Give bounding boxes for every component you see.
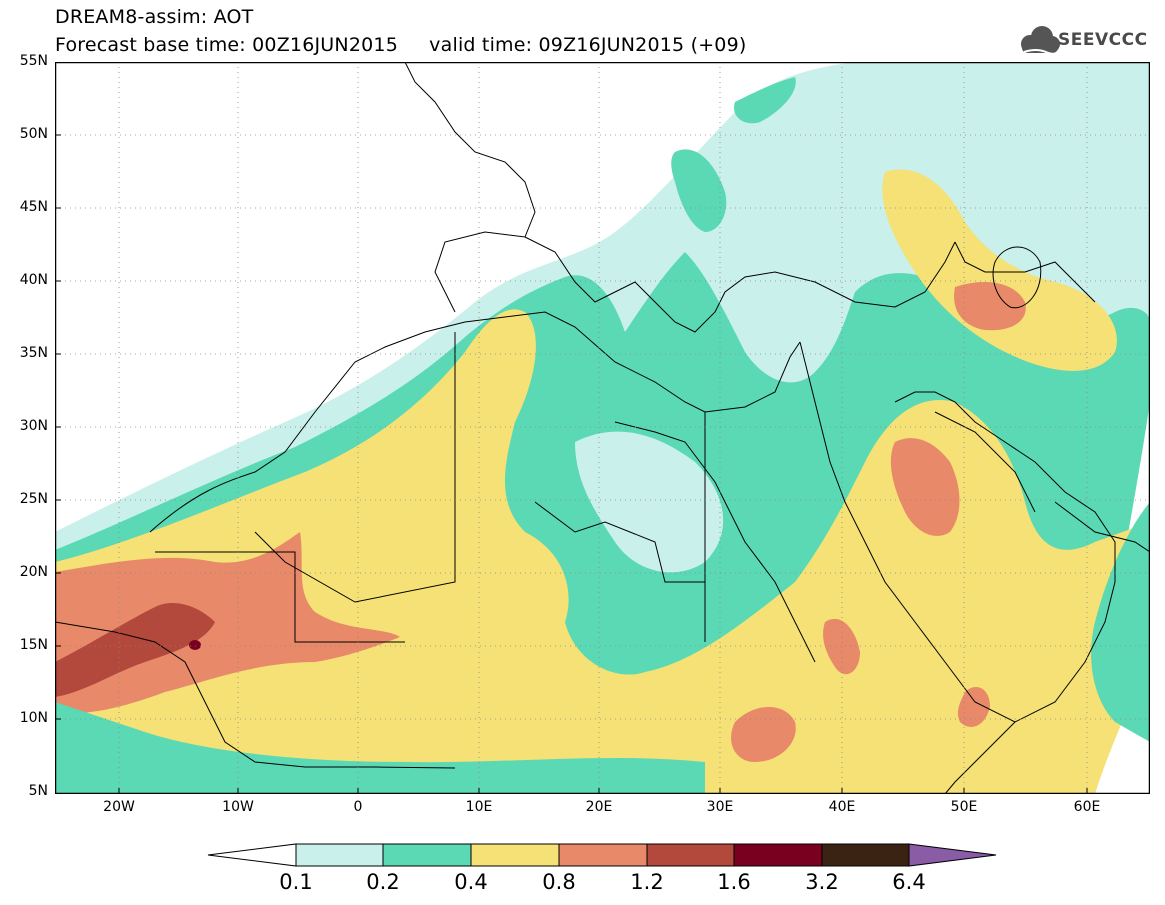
lon-label: 30E: [706, 799, 734, 815]
lat-label: 55N: [19, 53, 48, 69]
lat-label: 45N: [19, 199, 48, 215]
lat-label: 35N: [19, 345, 48, 361]
aot-contour-0.8: [957, 687, 990, 727]
colorbar-segment: [382, 843, 472, 867]
colorbar-segment: [821, 843, 910, 867]
aot-contour-0.2: [671, 149, 727, 232]
aot-contour-0.2: [1091, 502, 1150, 742]
colorbar: [207, 843, 997, 867]
colorbar-label: 6.4: [892, 870, 926, 894]
lat-label: 5N: [28, 783, 48, 799]
map-title: DREAM8-assim: AOT: [55, 6, 254, 28]
aot-contour-0.8: [55, 532, 400, 714]
aot-contour-0.4: [55, 309, 1150, 794]
aot-contour-0.8: [890, 438, 960, 536]
colorbar-segment-below: [207, 843, 297, 867]
aot-contour-0.4: [882, 169, 1117, 371]
logo-text: SEEVCCC: [1058, 30, 1148, 50]
lon-label: 0: [353, 799, 363, 815]
forecast-time-line: Forecast base time: 00Z16JUN2015 valid t…: [55, 34, 747, 56]
lon-label: 20E: [585, 799, 613, 815]
cloud-logo-icon: [1021, 26, 1060, 55]
colorbar-label: 0.1: [279, 870, 313, 894]
lat-label: 30N: [19, 418, 48, 434]
aot-contour-0.8: [823, 618, 860, 675]
colorbar-segment: [733, 843, 823, 867]
aot-contour-0.2: [55, 702, 705, 794]
lon-label: 60E: [1073, 799, 1101, 815]
colorbar-segment-above: [908, 843, 997, 867]
colorbar-segment: [295, 843, 384, 867]
colorbar-label: 1.6: [717, 870, 751, 894]
graticule: [55, 62, 1150, 794]
colorbar-segment: [646, 843, 735, 867]
lat-label: 50N: [19, 126, 48, 142]
lat-label: 20N: [19, 564, 48, 580]
map-frame: [55, 62, 1150, 794]
aot-contour-1.2: [55, 602, 215, 697]
lon-label: 40E: [828, 799, 856, 815]
lon-label: 20W: [103, 799, 135, 815]
colorbar-label: 0.8: [542, 870, 576, 894]
aot-contour-0.8: [731, 707, 796, 762]
colorbar-label: 0.2: [366, 870, 400, 894]
coastlines: [55, 62, 1150, 794]
colorbar-label: 0.4: [454, 870, 488, 894]
colorbar-segment: [558, 843, 648, 867]
aot-contour-0.1: [575, 431, 724, 573]
lon-label: 10W: [222, 799, 254, 815]
lat-label: 40N: [19, 272, 48, 288]
aot-contour-1.6: [189, 640, 201, 650]
aot-contour-0.2: [734, 77, 796, 124]
colorbar-label: 3.2: [805, 870, 839, 894]
lat-label: 10N: [19, 710, 48, 726]
colorbar-label: 1.2: [630, 870, 664, 894]
lat-label: 15N: [19, 637, 48, 653]
lat-label: 25N: [19, 491, 48, 507]
lon-label: 50E: [950, 799, 978, 815]
aot-contour-0.8: [954, 282, 1026, 331]
aot-map: [55, 62, 1150, 794]
colorbar-segment: [470, 843, 560, 867]
lon-label: 10E: [465, 799, 493, 815]
